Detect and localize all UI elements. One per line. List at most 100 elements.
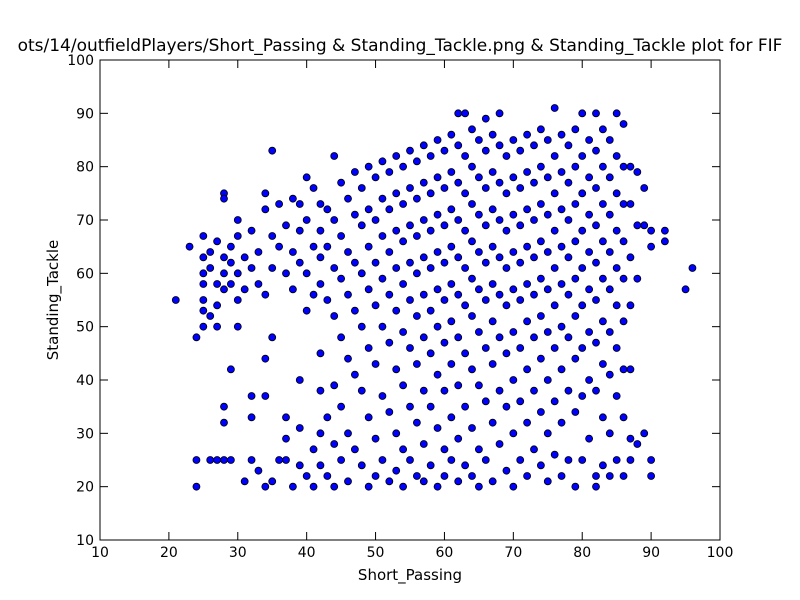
data-point (295, 258, 304, 267)
data-point (316, 386, 325, 395)
data-point (399, 482, 408, 491)
data-point (233, 232, 242, 240)
data-point (564, 141, 573, 150)
data-point (247, 456, 256, 464)
data-point (371, 173, 380, 182)
data-point (302, 472, 311, 480)
data-point (502, 189, 511, 198)
data-point (412, 312, 421, 320)
data-point (220, 269, 228, 278)
data-point (468, 125, 476, 134)
data-point (578, 392, 587, 400)
data-point (364, 413, 373, 422)
data-point (585, 210, 594, 219)
data-point (564, 333, 573, 342)
data-point (295, 424, 304, 432)
y-tick-label: 50 (76, 320, 94, 336)
data-point (199, 280, 208, 288)
x-tick-label: 100 (707, 545, 734, 561)
data-point (647, 456, 656, 464)
data-point (295, 461, 304, 470)
data-point (454, 178, 463, 187)
data-point (206, 456, 215, 464)
x-tick-label: 30 (229, 545, 247, 561)
data-point (536, 237, 545, 246)
data-point (481, 456, 490, 464)
data-point (461, 152, 470, 160)
y-tick-label: 70 (76, 213, 94, 229)
data-point (633, 221, 642, 230)
data-point (592, 146, 600, 155)
data-point (199, 306, 208, 315)
data-point (288, 482, 297, 491)
data-point (357, 461, 366, 470)
data-point (468, 472, 476, 480)
data-point (302, 216, 311, 224)
data-point (316, 349, 325, 358)
data-point (399, 381, 408, 390)
data-point (213, 280, 222, 288)
data-point (309, 445, 318, 454)
data-point (426, 402, 435, 411)
data-point (419, 290, 428, 299)
data-point (461, 402, 470, 411)
data-point (419, 216, 428, 224)
data-point (350, 210, 359, 219)
data-point (213, 456, 222, 464)
data-point (337, 456, 346, 464)
data-point (350, 168, 359, 176)
data-point (502, 349, 511, 358)
data-point (509, 248, 518, 256)
data-point (536, 354, 545, 363)
data-point (509, 328, 518, 336)
data-point (454, 290, 463, 299)
data-point (564, 216, 573, 224)
data-point (488, 280, 497, 288)
data-point (268, 146, 277, 155)
data-point (502, 301, 511, 310)
data-point (454, 216, 463, 224)
data-point (433, 424, 442, 432)
data-point (433, 482, 442, 491)
data-point (261, 392, 270, 400)
data-point (392, 365, 401, 374)
data-point (592, 184, 600, 192)
y-tick-label: 90 (76, 106, 94, 122)
x-tick-label: 50 (367, 545, 385, 561)
data-point (592, 109, 600, 118)
data-point (247, 264, 256, 272)
data-point (543, 173, 552, 182)
data-point (543, 328, 552, 336)
data-point (523, 280, 532, 288)
data-point (282, 413, 290, 422)
data-point (516, 456, 525, 464)
data-point (447, 317, 456, 326)
data-point (385, 290, 394, 299)
data-point (495, 178, 504, 187)
data-point (337, 232, 346, 240)
data-point (564, 178, 573, 187)
data-point (488, 130, 497, 139)
data-point (468, 365, 476, 374)
data-point (185, 242, 194, 251)
data-point (454, 253, 463, 262)
data-point (688, 264, 697, 272)
data-point (647, 226, 656, 235)
data-point (509, 285, 518, 294)
data-point (226, 280, 235, 288)
data-point (302, 173, 311, 182)
data-point (344, 477, 352, 486)
data-point (220, 285, 228, 294)
data-point (357, 269, 366, 278)
data-point (495, 290, 504, 299)
data-point (268, 333, 277, 342)
data-point (605, 136, 614, 144)
data-point (626, 365, 635, 374)
data-point (288, 248, 297, 256)
data-point (598, 162, 607, 171)
data-point (378, 157, 387, 166)
data-point (412, 472, 421, 480)
x-tick-label: 80 (573, 545, 591, 561)
data-point (530, 178, 538, 187)
